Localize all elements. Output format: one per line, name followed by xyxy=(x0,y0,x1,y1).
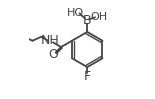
Text: O: O xyxy=(48,48,58,61)
Text: B: B xyxy=(83,14,92,27)
Text: NH: NH xyxy=(41,34,59,47)
Text: F: F xyxy=(84,70,91,83)
Text: HO: HO xyxy=(67,8,84,18)
Text: OH: OH xyxy=(90,12,108,22)
